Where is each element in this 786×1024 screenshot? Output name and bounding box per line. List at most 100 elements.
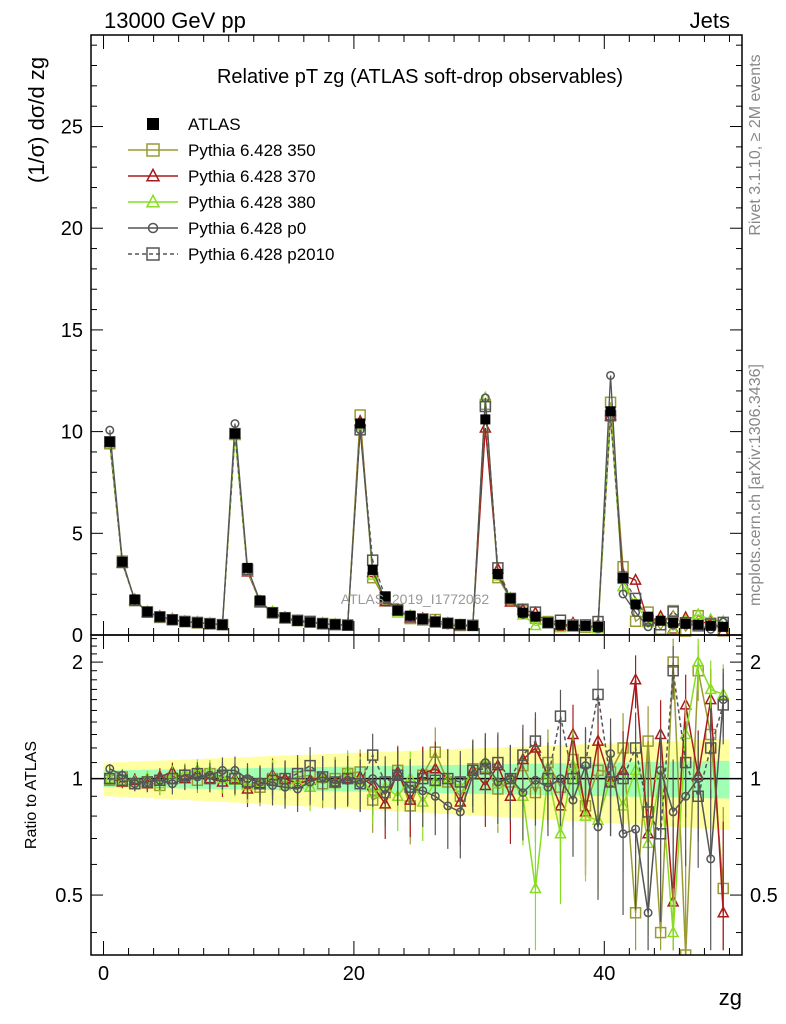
- data-point: [330, 619, 341, 630]
- series-point: [691, 607, 705, 620]
- data-point: [242, 562, 253, 573]
- legend-marker: [145, 167, 161, 182]
- ratio-point: [341, 772, 354, 785]
- data-point: [217, 619, 228, 630]
- series-point: [618, 589, 628, 599]
- series-point: [667, 606, 679, 618]
- x-tick-label: 40: [593, 963, 615, 985]
- data-point: [367, 564, 378, 575]
- ratio-point: [666, 925, 680, 938]
- data-point: [129, 594, 140, 605]
- legend-label: Pythia 6.428 p0: [188, 219, 306, 238]
- ratio-point: [467, 764, 479, 777]
- ratio-tick-label-right: 1: [750, 769, 761, 791]
- legend-marker: [145, 193, 161, 208]
- ratio-point: [116, 774, 129, 787]
- ratio-point: [530, 775, 540, 785]
- data-point: [167, 614, 178, 625]
- data-point: [643, 611, 654, 622]
- ratio-point: [555, 774, 565, 784]
- ratio-point: [704, 682, 717, 695]
- ratio-point: [366, 749, 379, 761]
- ratio-point: [604, 776, 617, 788]
- ratio-point: [154, 774, 166, 787]
- series-point: [606, 370, 616, 380]
- data-point: [255, 595, 266, 606]
- data-point: [117, 556, 128, 567]
- ratio-point: [504, 772, 517, 785]
- ratio-tick-label-right: 0.5: [750, 885, 778, 907]
- ratio-point: [667, 664, 679, 677]
- ratio-point: [254, 777, 266, 790]
- ratio-point: [479, 763, 492, 775]
- ratio-point: [166, 772, 179, 785]
- series-point: [479, 400, 492, 413]
- ratio-point: [279, 772, 291, 785]
- data-point: [680, 618, 691, 629]
- ratio-point: [656, 765, 666, 775]
- data-point: [154, 611, 165, 622]
- ratio-tick-label-right: 2: [750, 652, 761, 674]
- ratio-point: [529, 881, 542, 894]
- ratio-panel: 0.5 0.51 12 20 20 40: [55, 634, 778, 985]
- ratio-point: [229, 772, 241, 785]
- series-point: [230, 419, 240, 429]
- legend-label: Pythia 6.428 p2010: [188, 245, 335, 264]
- data-point: [192, 617, 203, 628]
- ratio-point: [554, 710, 567, 722]
- header-left: 13000 GeV pp: [104, 8, 246, 33]
- ratio-point: [629, 742, 642, 754]
- data-point: [229, 428, 240, 439]
- ratio-tick-label: 0.5: [55, 885, 83, 907]
- data-point: [467, 620, 478, 631]
- x-tick-label: 0: [98, 963, 109, 985]
- ratio-point: [291, 767, 304, 780]
- legend: ATLAS Pythia 6.428 350 Pythia 6.428 370 Pyt…: [128, 115, 335, 264]
- ratio-axis-label: Ratio to ATLAS: [23, 741, 40, 849]
- ratio-point: [542, 772, 554, 785]
- ratio-point: [654, 828, 667, 840]
- ratio-point: [717, 699, 729, 711]
- y-tick-label: 0: [72, 625, 83, 647]
- legend-label: Pythia 6.428 370: [188, 167, 316, 186]
- ratio-point: [691, 654, 705, 667]
- ratio-point: [266, 774, 279, 787]
- series-point: [629, 572, 642, 585]
- mcplots-label: mcplots.cern.ch [arXiv:1306.3436]: [747, 364, 764, 606]
- ratio-point: [704, 742, 717, 754]
- data-point: [104, 436, 115, 447]
- ratio-point: [579, 808, 592, 821]
- ratio-point: [679, 949, 692, 955]
- analysis-watermark: ATLAS_2019_I1772062: [341, 591, 490, 607]
- ratio-point: [404, 781, 416, 793]
- data-point: [655, 615, 666, 626]
- data-point: [267, 607, 278, 618]
- legend-marker: [146, 143, 160, 157]
- series-point: [666, 623, 680, 635]
- legend-marker: [147, 118, 159, 130]
- data-point: [492, 568, 503, 579]
- ratio-point: [591, 733, 605, 746]
- data-point: [593, 621, 604, 632]
- x-tick-label: 20: [343, 963, 365, 985]
- ratio-point: [417, 772, 429, 785]
- data-point: [442, 618, 453, 629]
- ratio-point: [643, 908, 653, 918]
- ratio-point: [391, 769, 404, 782]
- ratio-point: [329, 776, 341, 788]
- data-point: [405, 610, 416, 621]
- ratio-line: [109, 670, 724, 837]
- ratio-point: [692, 790, 704, 803]
- rivet-version-label: Rivet 3.1.10, ≥ 2M events: [747, 54, 764, 235]
- ratio-point: [593, 822, 603, 832]
- ratio-point: [304, 759, 316, 772]
- ratio-point: [216, 769, 229, 782]
- ratio-series-group: [103, 638, 730, 955]
- data-point: [392, 605, 403, 616]
- ratio-point: [579, 756, 592, 769]
- ratio-point: [492, 756, 504, 769]
- data-point: [430, 616, 441, 627]
- ratio-point: [679, 756, 692, 769]
- ratio-point: [592, 688, 604, 701]
